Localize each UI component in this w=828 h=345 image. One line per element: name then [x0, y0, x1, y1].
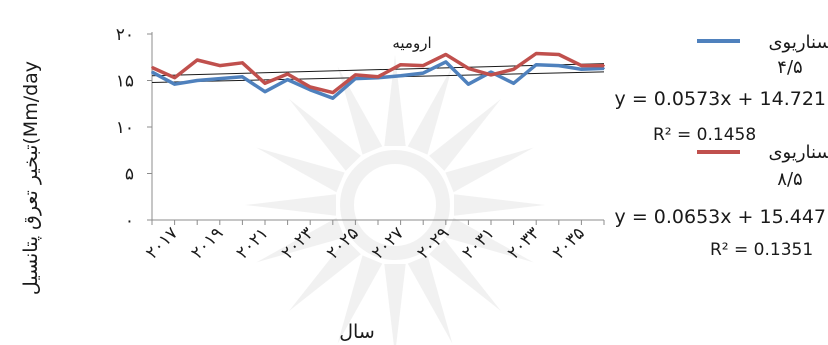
legend-label-series-1: سناریوی [768, 32, 828, 53]
y-tick-label: ۵ [125, 165, 134, 185]
data-point-series-1 [490, 71, 492, 74]
watermark-petal [256, 147, 345, 193]
watermark-petal [288, 239, 361, 312]
data-point-series-1 [218, 77, 221, 80]
y-tick-label: ۰ [125, 211, 134, 231]
trendline-equation-series-2: y = 0.0653x + 15.447 [615, 206, 826, 228]
watermark-petal [245, 194, 336, 216]
trendline-r2-series-1: R² = 0.1458 [653, 125, 756, 145]
data-point-series-1 [512, 82, 515, 85]
data-point-series-2 [399, 63, 402, 66]
legend-entry-series-2: سناریوی ۸/۵ [697, 142, 828, 190]
data-point-series-2 [196, 59, 199, 61]
data-point-series-1 [309, 88, 312, 91]
data-point-series-2 [467, 67, 470, 70]
data-point-series-1 [557, 64, 560, 67]
watermark-petal [384, 264, 406, 345]
data-point-series-1 [196, 79, 199, 82]
data-point-series-1 [467, 83, 470, 86]
data-point-series-2 [377, 75, 379, 78]
y-tick-label: ۱۵ [116, 72, 134, 92]
data-point-series-2 [286, 73, 289, 75]
data-point-series-2 [603, 64, 605, 67]
data-point-series-2 [309, 86, 312, 88]
data-point-series-1 [422, 72, 425, 74]
x-axis-label: سال [339, 321, 375, 343]
data-point-series-1 [399, 74, 402, 77]
y-axis-label: Mm/day)تبخیر تعرق پتانسیل [20, 61, 42, 295]
data-point-series-1 [264, 90, 266, 93]
data-point-series-2 [218, 64, 221, 67]
data-point-series-1 [444, 61, 447, 63]
x-tick-label: ۲۰۳۳ [504, 223, 544, 263]
watermark-petal [445, 147, 534, 193]
data-point-series-2 [173, 76, 176, 79]
legend-label-series-2-number: ۸/۵ [777, 169, 802, 190]
watermark-petal [337, 66, 383, 155]
watermark-petal [337, 255, 383, 344]
watermark-petal [384, 55, 406, 146]
watermark-petal [407, 255, 453, 344]
data-point-series-1 [286, 78, 289, 81]
data-point-series-2 [535, 52, 538, 55]
x-tick-label: ۲۰۳۵ [549, 223, 589, 263]
watermark-petal [429, 98, 502, 171]
data-point-series-1 [173, 83, 176, 86]
watermark-petal [256, 217, 345, 263]
data-point-series-1 [354, 77, 357, 80]
legend-label-series-1-number: ۴/۵ [777, 57, 802, 78]
data-point-series-1 [331, 97, 334, 100]
watermark-petal [429, 239, 502, 312]
trendline-series-2 [151, 63, 605, 77]
data-point-series-2 [264, 82, 266, 85]
watermark-petal [407, 66, 453, 155]
data-point-series-2 [444, 53, 447, 56]
x-tick-label: ۲۰۱۷ [142, 223, 182, 263]
data-point-series-1 [580, 68, 583, 71]
data-point-series-2 [151, 66, 153, 69]
legend-label-series-2: سناریوی [768, 142, 828, 163]
data-point-series-1 [603, 67, 605, 70]
trendline-r2-series-2: R² = 0.1351 [710, 240, 813, 260]
data-point-series-2 [241, 61, 244, 64]
data-point-series-2 [354, 74, 357, 76]
data-point-series-1 [535, 63, 538, 66]
watermark-ring [340, 150, 450, 260]
watermark-petal [445, 217, 534, 263]
x-tick-label: ۲۰۲۳ [278, 223, 318, 263]
trendline-equation-series-1: y = 0.0573x + 14.721 [615, 88, 826, 110]
legend-entry-series-1: سناریوی ۴/۵ [697, 32, 828, 78]
data-point-series-2 [422, 64, 425, 67]
data-point-series-1 [241, 75, 244, 78]
data-point-series-2 [512, 68, 515, 71]
watermark-emblem [245, 55, 545, 345]
data-point-series-2 [490, 74, 492, 76]
y-tick-label: ۲۰ [116, 25, 134, 45]
data-point-series-2 [331, 91, 334, 94]
x-tick-label: ۲۰۱۹ [187, 223, 227, 263]
watermark-petal [454, 194, 545, 216]
chart-title: ارومیه [392, 34, 431, 52]
data-point-series-1 [151, 71, 153, 74]
y-tick-label: ۱۰ [116, 118, 134, 138]
data-point-series-2 [557, 53, 560, 56]
watermark-petal [288, 98, 361, 171]
data-point-series-2 [580, 64, 583, 67]
